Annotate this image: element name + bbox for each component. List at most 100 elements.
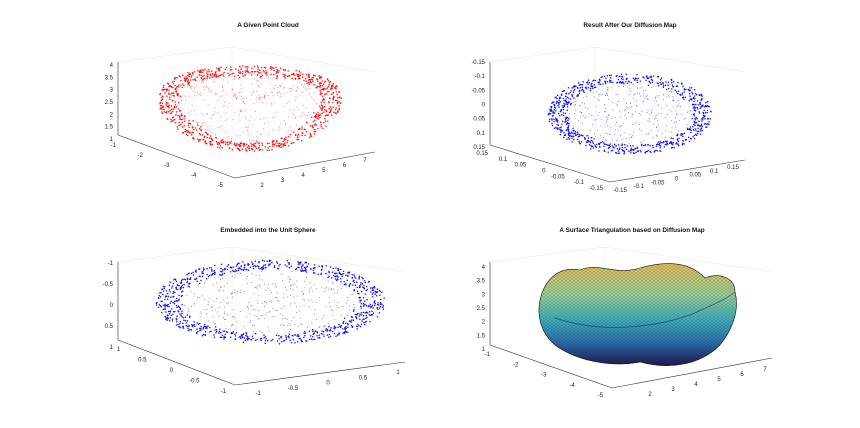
cloud-point bbox=[330, 108, 332, 110]
cloud-point bbox=[161, 112, 164, 115]
cloud-point bbox=[165, 90, 168, 92]
cloud-point bbox=[198, 73, 201, 76]
cloud-point bbox=[681, 135, 684, 138]
cloud-point bbox=[167, 102, 169, 104]
cloud-point bbox=[695, 130, 697, 132]
cloud-point bbox=[175, 300, 177, 302]
cloud-point bbox=[206, 77, 208, 80]
cloud-point bbox=[244, 70, 247, 72]
cloud-point bbox=[205, 129, 207, 131]
cloud-point bbox=[168, 106, 170, 109]
cloud-point bbox=[285, 338, 288, 340]
cloud-point bbox=[214, 264, 216, 267]
cloud-point bbox=[261, 74, 264, 77]
cloud-point bbox=[343, 280, 345, 283]
cloud-point bbox=[365, 314, 368, 317]
cloud-point bbox=[693, 100, 695, 103]
cloud-point bbox=[321, 264, 323, 267]
cloud-point bbox=[250, 282, 253, 284]
cloud-point bbox=[676, 138, 679, 140]
cloud-point bbox=[234, 274, 236, 276]
cloud-point bbox=[628, 143, 630, 145]
cloud-point bbox=[258, 310, 260, 312]
cloud-point bbox=[182, 322, 184, 325]
cloud-point bbox=[250, 305, 252, 307]
cloud-point bbox=[205, 278, 208, 280]
cloud-point bbox=[337, 276, 339, 278]
cloud-point bbox=[332, 98, 335, 101]
cloud-point bbox=[605, 83, 607, 85]
cloud-point bbox=[671, 127, 673, 129]
cloud-point bbox=[221, 86, 223, 88]
cloud-point bbox=[348, 320, 351, 322]
cloud-point bbox=[255, 101, 257, 103]
cloud-point bbox=[289, 324, 291, 326]
x-tick-label: 3 bbox=[281, 178, 285, 184]
cloud-point bbox=[173, 303, 176, 305]
cloud-point bbox=[259, 284, 261, 286]
cloud-point bbox=[272, 117, 274, 119]
cloud-point bbox=[276, 310, 278, 312]
cloud-point bbox=[297, 325, 299, 327]
cloud-point bbox=[701, 129, 703, 132]
cloud-point bbox=[559, 128, 561, 131]
cloud-point bbox=[187, 285, 189, 287]
cloud-point bbox=[696, 94, 698, 96]
cloud-point bbox=[353, 274, 355, 276]
cloud-point bbox=[266, 260, 269, 262]
cloud-point bbox=[338, 271, 341, 274]
cloud-point bbox=[693, 134, 696, 137]
cloud-point bbox=[578, 90, 580, 92]
z-tick-label: 2 bbox=[110, 112, 114, 118]
cloud-point bbox=[310, 268, 312, 270]
cloud-point bbox=[297, 74, 299, 76]
cloud-point bbox=[271, 104, 273, 106]
cloud-point bbox=[249, 321, 251, 323]
cloud-point bbox=[338, 91, 340, 93]
cloud-point bbox=[573, 85, 576, 87]
cloud-point bbox=[337, 326, 339, 329]
cloud-point bbox=[214, 326, 217, 328]
cloud-point bbox=[316, 331, 319, 334]
cloud-point bbox=[201, 272, 203, 274]
cloud-point bbox=[623, 98, 625, 100]
cloud-point bbox=[364, 293, 367, 295]
cloud-point bbox=[202, 79, 204, 81]
cloud-point bbox=[692, 136, 694, 138]
y-tick-label: -2 bbox=[137, 153, 143, 159]
cloud-point bbox=[382, 304, 385, 307]
cloud-point bbox=[325, 287, 328, 289]
cloud-point bbox=[184, 319, 187, 322]
cloud-point bbox=[553, 120, 555, 123]
cloud-point bbox=[178, 124, 181, 127]
cloud-point bbox=[366, 288, 369, 291]
cloud-point bbox=[637, 150, 639, 152]
cloud-point bbox=[647, 133, 649, 135]
cloud-point bbox=[235, 145, 237, 147]
cloud-point bbox=[243, 266, 246, 268]
cloud-point bbox=[245, 268, 247, 271]
cloud-point bbox=[592, 87, 594, 90]
cloud-point bbox=[604, 143, 606, 145]
cloud-point bbox=[690, 138, 693, 140]
cloud-point bbox=[155, 302, 158, 305]
cloud-point bbox=[647, 149, 650, 152]
cloud-point bbox=[264, 336, 267, 338]
cloud-point bbox=[358, 286, 361, 289]
cloud-point bbox=[675, 127, 677, 129]
cloud-point bbox=[179, 76, 181, 78]
cloud-point bbox=[281, 95, 283, 97]
cloud-point bbox=[599, 135, 601, 137]
cloud-point bbox=[676, 134, 679, 136]
cloud-point bbox=[196, 280, 198, 283]
cloud-point bbox=[624, 114, 626, 116]
cloud-point bbox=[381, 291, 383, 294]
cloud-point bbox=[180, 113, 183, 115]
cloud-point bbox=[190, 76, 193, 78]
cloud-point bbox=[264, 301, 266, 304]
cloud-point bbox=[315, 124, 317, 126]
cloud-point bbox=[356, 290, 359, 293]
cloud-point bbox=[170, 85, 172, 87]
cloud-point bbox=[168, 312, 171, 315]
cloud-point bbox=[572, 127, 574, 129]
